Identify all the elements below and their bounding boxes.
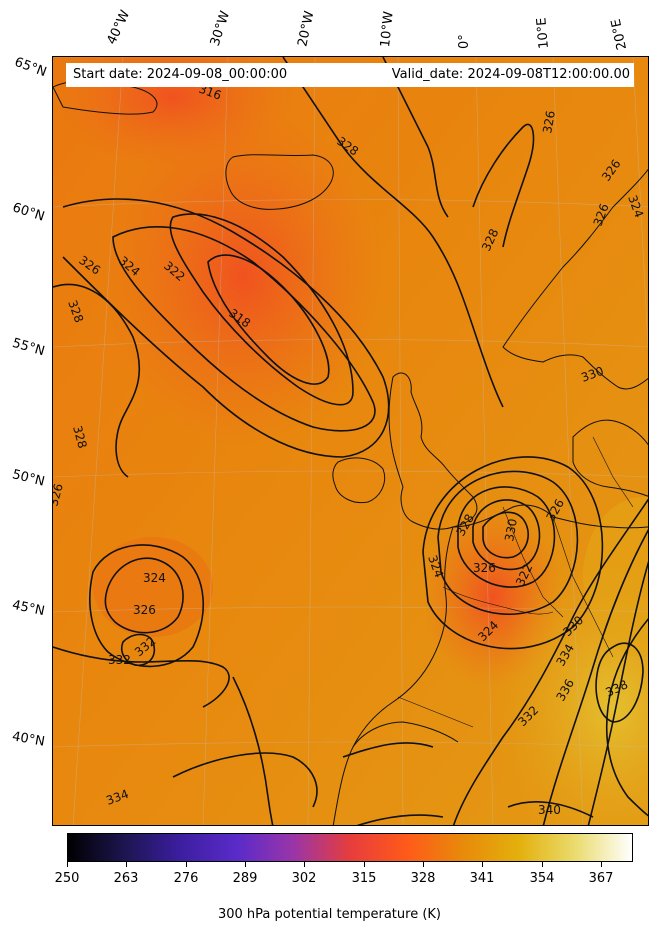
colorbar	[67, 833, 633, 862]
potential-temperature-map: 318 322 324 326 328 328 328 326 326 326 …	[53, 57, 648, 825]
lat-label-50n: 50°N	[10, 467, 47, 490]
colorbar-label-367: 367	[588, 871, 614, 886]
contour-label-324-c: 324	[143, 571, 166, 585]
lat-label-40n: 40°N	[10, 729, 46, 750]
colorbar-title: 300 hPa potential temperature (K)	[217, 907, 441, 922]
contours	[53, 57, 648, 825]
lat-label-55n: 55°N	[10, 335, 47, 360]
contour-label-326-g: 326	[473, 561, 496, 575]
contour-label-330: 330	[502, 518, 520, 543]
header-info-box: Start date: 2024-09-08_00:00:00 Valid_da…	[66, 63, 634, 87]
colorbar-label-289: 289	[232, 871, 258, 886]
colorbar-label-302: 302	[291, 871, 317, 886]
lat-label-65n: 65°N	[12, 54, 49, 81]
colorbar-label-276: 276	[173, 871, 199, 886]
colorbar-label-354: 354	[529, 871, 555, 886]
coastlines	[53, 80, 648, 825]
valid-date-text: Valid_date: 2024-09-08T12:00:00.00	[391, 67, 630, 82]
contour-label-326-b: 326	[540, 110, 558, 135]
colorbar-label-341: 341	[469, 871, 495, 886]
lon-label-20w: 20°W	[295, 9, 318, 48]
lon-label-0: 0°	[457, 34, 472, 49]
colorbar-label-263: 263	[113, 871, 139, 886]
cold-anomaly-atlantic	[93, 537, 213, 637]
warm-anomaly-east	[583, 497, 648, 657]
lon-label-10w: 10°W	[378, 10, 397, 49]
lon-label-40w: 40°W	[104, 8, 134, 47]
lat-label-60n: 60°N	[10, 200, 47, 225]
contour-label-326-e: 326	[133, 603, 156, 617]
lat-label-45n: 45°N	[10, 597, 46, 620]
colorbar-label-315: 315	[351, 871, 377, 886]
colorbar-label-328: 328	[410, 871, 436, 886]
lon-label-20e: 20°E	[608, 17, 630, 52]
contour-label-340: 340	[538, 803, 561, 817]
contour-label-332: 332	[108, 653, 131, 667]
map-panel: 318 322 324 326 328 328 328 326 326 326 …	[52, 56, 649, 826]
start-date-text: Start date: 2024-09-08_00:00:00	[73, 67, 288, 82]
colorbar-label-250: 250	[54, 871, 80, 886]
lon-label-10e: 10°E	[534, 16, 552, 50]
lon-label-30w: 30°W	[207, 9, 234, 48]
contour-label-328-d: 328	[70, 424, 89, 450]
